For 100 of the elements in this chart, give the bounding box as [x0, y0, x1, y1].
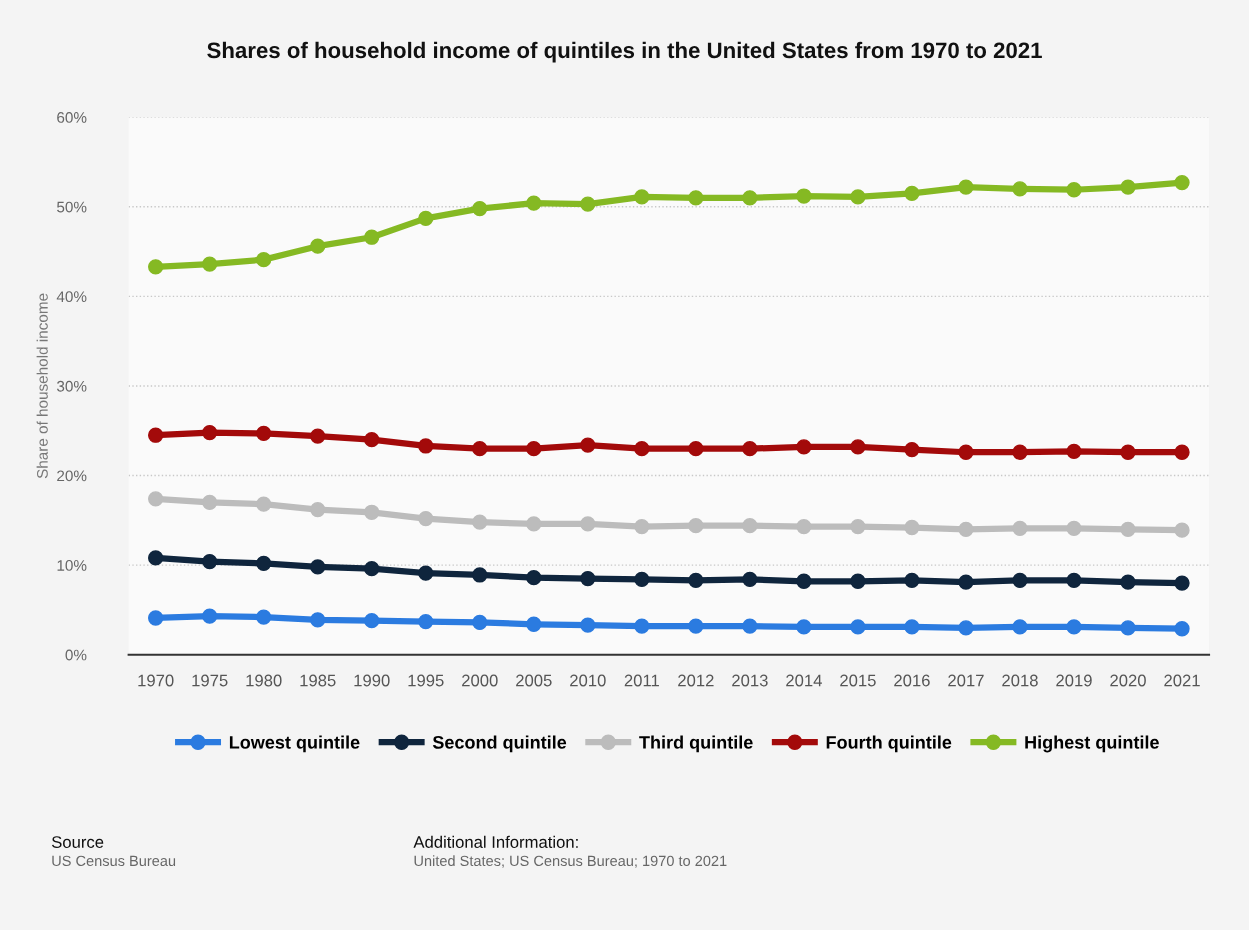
x-tick-label: 2016	[894, 674, 930, 687]
point	[904, 572, 920, 588]
point	[202, 256, 218, 272]
point	[580, 437, 596, 453]
point	[796, 188, 812, 204]
point	[1066, 572, 1082, 588]
point	[1120, 620, 1136, 636]
legend-label: Third quintile	[639, 735, 753, 753]
point	[850, 189, 866, 205]
x-tick-label: 2011	[624, 674, 659, 687]
point	[958, 521, 974, 537]
point	[634, 441, 650, 457]
point	[472, 200, 488, 217]
point	[1120, 179, 1136, 195]
point	[796, 518, 812, 535]
point	[958, 620, 974, 636]
x-tick-label: 2015	[840, 674, 876, 687]
point	[1174, 621, 1190, 637]
y-tick-label: 0%	[65, 649, 87, 661]
y-tick-label: 50%	[57, 201, 87, 213]
point	[364, 229, 380, 245]
point	[850, 573, 866, 589]
point	[256, 555, 272, 571]
point	[634, 189, 650, 205]
x-tick-label: 1990	[354, 674, 390, 687]
point	[202, 494, 218, 511]
point	[526, 570, 542, 586]
x-tick-label: 1980	[246, 674, 282, 687]
point	[310, 559, 326, 575]
point	[796, 573, 812, 589]
point	[1174, 575, 1190, 591]
x-tick-label: 1970	[138, 674, 174, 687]
point	[256, 609, 272, 625]
point	[958, 574, 974, 590]
x-tick-label: 2018	[1002, 674, 1038, 687]
point	[364, 504, 380, 520]
y-tick-label: 20%	[57, 470, 87, 482]
point	[364, 432, 380, 448]
x-tick-label: 2019	[1056, 674, 1092, 687]
point	[526, 516, 542, 532]
point	[418, 210, 434, 227]
point	[1066, 520, 1082, 537]
point	[472, 567, 488, 583]
point	[688, 441, 704, 457]
point	[580, 570, 596, 587]
point	[688, 190, 704, 206]
point	[742, 441, 758, 457]
legend-label: Highest quintile	[1025, 735, 1159, 753]
point	[202, 424, 218, 441]
point	[310, 428, 326, 444]
text: Source	[51, 836, 104, 848]
point	[634, 571, 650, 588]
point	[1012, 520, 1028, 537]
point	[1012, 619, 1028, 635]
point	[148, 610, 164, 626]
point	[202, 608, 218, 624]
point	[148, 550, 164, 566]
point	[148, 427, 164, 443]
point	[310, 501, 326, 518]
point	[688, 572, 704, 588]
point	[202, 553, 218, 570]
x-tick-label: 2020	[1110, 674, 1146, 687]
x-tick-label: 2017	[948, 674, 984, 687]
text: United States; US Census Bureau; 1970 to 2021	[414, 855, 727, 868]
point	[1066, 182, 1082, 198]
text: Additional Information:	[413, 835, 578, 848]
x-tick-label: 1995	[408, 674, 444, 687]
point	[688, 618, 704, 634]
point	[418, 438, 434, 454]
point	[742, 518, 758, 534]
point	[1012, 444, 1028, 460]
point	[634, 618, 650, 634]
point	[1012, 181, 1028, 197]
point	[418, 613, 434, 630]
x-tick-label: 2021	[1164, 674, 1200, 687]
x-tick-label: 2014	[786, 674, 822, 687]
point	[958, 179, 974, 195]
point	[904, 619, 920, 635]
point	[1066, 619, 1082, 635]
point	[256, 251, 272, 268]
point	[1120, 574, 1136, 590]
point	[472, 441, 488, 457]
point	[850, 439, 866, 455]
y-tick-label: 60%	[57, 112, 87, 123]
legend-label: Fourth quintile	[826, 735, 952, 753]
point	[580, 196, 596, 212]
point	[742, 571, 758, 588]
chart-title: Shares of household income of quintiles in the United States from 1970 to 2021	[207, 41, 1042, 63]
legend-label: Lowest quintile	[229, 735, 360, 753]
point	[904, 519, 920, 536]
point	[688, 518, 704, 534]
legend-label: Second quintile	[432, 735, 567, 753]
point	[1120, 444, 1136, 460]
point	[796, 619, 812, 635]
point	[526, 441, 542, 457]
text: US Census Bureau	[52, 855, 176, 867]
point	[742, 190, 758, 206]
x-tick-label: 2012	[678, 674, 714, 687]
point	[256, 425, 272, 442]
point	[958, 444, 974, 460]
